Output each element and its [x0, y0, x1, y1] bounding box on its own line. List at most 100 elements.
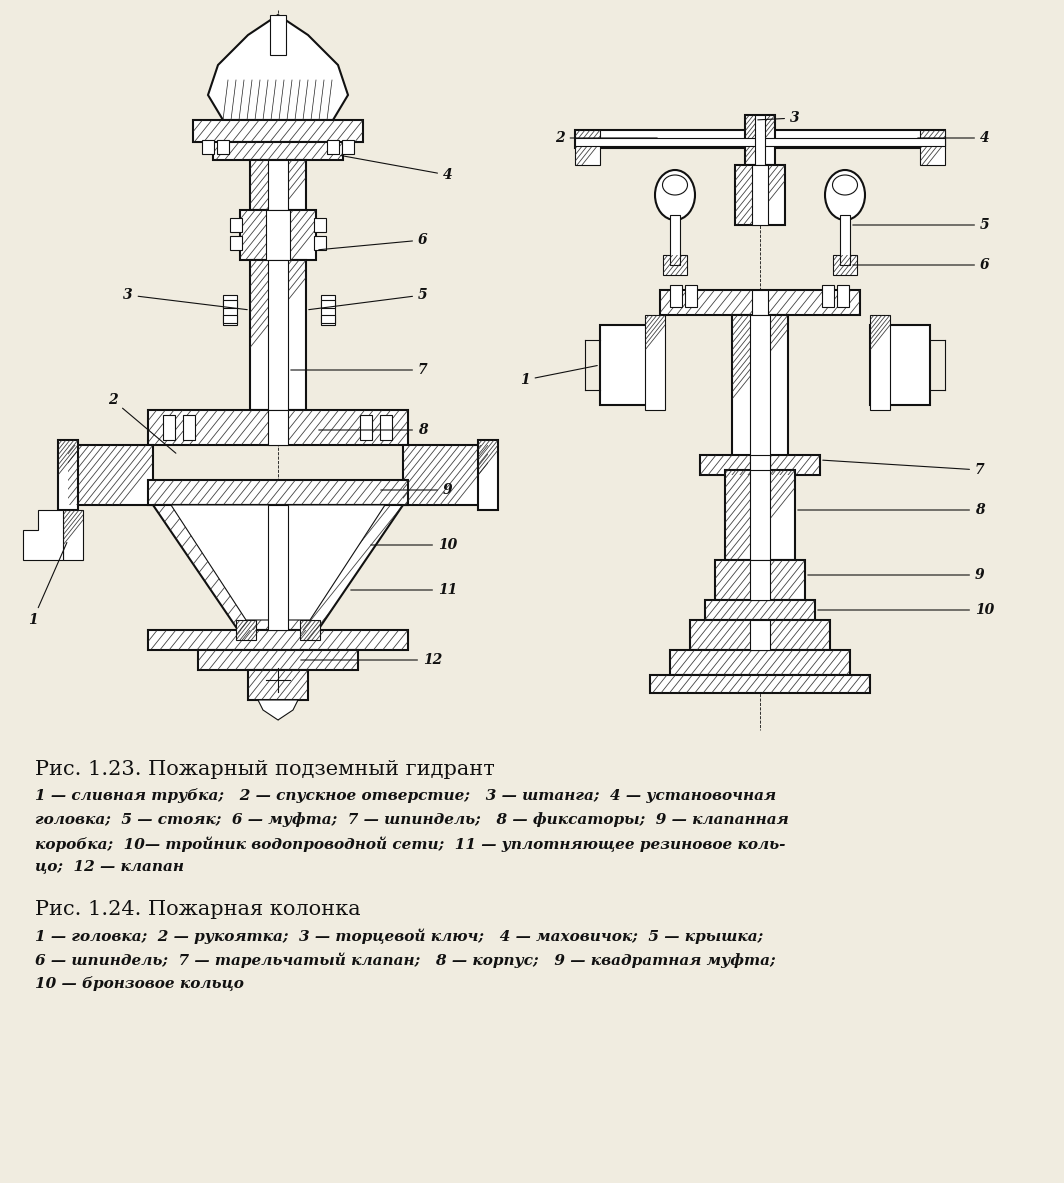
Text: 3: 3 — [758, 111, 800, 125]
Text: 10: 10 — [370, 538, 458, 552]
Bar — [833, 256, 857, 274]
Bar — [750, 470, 770, 560]
Bar — [725, 470, 795, 560]
Text: 8: 8 — [798, 503, 984, 517]
Ellipse shape — [832, 175, 858, 195]
Bar — [240, 211, 316, 260]
Bar — [321, 300, 335, 308]
Bar — [920, 130, 945, 164]
Bar — [163, 415, 174, 440]
Bar — [837, 285, 849, 308]
Text: Рис. 1.24. Пожарная колонка: Рис. 1.24. Пожарная колонка — [35, 900, 361, 919]
Bar — [148, 411, 408, 445]
Bar — [670, 649, 850, 675]
Bar — [314, 235, 326, 250]
Polygon shape — [207, 15, 348, 119]
Text: 10: 10 — [818, 603, 994, 618]
Bar — [248, 670, 307, 700]
Bar — [685, 285, 697, 308]
Text: 9: 9 — [381, 483, 452, 497]
Text: головка;  5 — стояк;  6 — муфта;  7 — шпиндель;   8 — фиксаторы;  9 — клапанная: головка; 5 — стояк; 6 — муфта; 7 — шпинд… — [35, 812, 788, 827]
Bar — [755, 115, 765, 164]
Bar — [268, 260, 288, 411]
Text: 8: 8 — [319, 424, 428, 437]
Bar — [745, 115, 775, 164]
Bar — [650, 675, 870, 693]
Bar — [750, 560, 770, 600]
Text: цо;  12 — клапан: цо; 12 — клапан — [35, 860, 184, 874]
Bar — [663, 256, 687, 274]
Text: 1 — головка;  2 — рукоятка;  3 — торцевой ключ;   4 — маховичок;  5 — крышка;: 1 — головка; 2 — рукоятка; 3 — торцевой … — [35, 927, 763, 944]
Bar — [202, 140, 214, 154]
Bar — [660, 290, 860, 315]
Bar — [752, 164, 768, 225]
Bar — [63, 510, 83, 560]
Ellipse shape — [825, 170, 865, 220]
Bar — [270, 15, 286, 54]
Bar — [380, 415, 392, 440]
Text: 4: 4 — [340, 155, 452, 182]
Bar — [223, 315, 237, 323]
Bar — [230, 218, 242, 232]
Text: 4: 4 — [918, 131, 990, 146]
Bar — [750, 315, 770, 470]
Text: 3: 3 — [123, 287, 247, 310]
Text: 7: 7 — [822, 460, 984, 477]
Text: 1: 1 — [28, 543, 67, 627]
Bar — [223, 300, 237, 308]
Bar — [670, 285, 682, 308]
Text: 12: 12 — [301, 653, 443, 667]
Bar — [342, 140, 354, 154]
Bar — [223, 295, 237, 325]
Bar — [822, 285, 834, 308]
Bar — [230, 235, 242, 250]
Text: 10 — бронзовое кольцо: 10 — бронзовое кольцо — [35, 976, 244, 991]
Bar — [750, 455, 770, 476]
Text: 2: 2 — [555, 131, 658, 146]
Bar — [213, 142, 343, 160]
Bar — [327, 140, 339, 154]
Bar — [839, 215, 850, 265]
Bar — [268, 505, 288, 631]
Bar — [198, 649, 358, 670]
Bar — [689, 620, 830, 649]
Bar — [68, 445, 153, 505]
Bar — [645, 315, 665, 411]
Bar — [236, 620, 256, 640]
Bar — [715, 560, 805, 600]
Bar — [148, 631, 408, 649]
Bar — [700, 455, 820, 476]
Polygon shape — [153, 505, 403, 631]
Bar — [266, 211, 290, 260]
Bar — [321, 315, 335, 323]
Bar — [183, 415, 195, 440]
Bar — [870, 315, 890, 411]
Polygon shape — [257, 700, 298, 720]
Bar — [148, 480, 408, 505]
Text: 7: 7 — [290, 363, 428, 377]
Bar — [705, 600, 815, 620]
Text: 6 — шпиндель;  7 — тарельчатый клапан;   8 — корпус;   9 — квадратная муфта;: 6 — шпиндель; 7 — тарельчатый клапан; 8 … — [35, 952, 776, 968]
Bar — [735, 164, 785, 225]
Bar — [59, 440, 78, 510]
Bar — [575, 138, 945, 146]
Bar — [478, 440, 498, 510]
Text: 2: 2 — [109, 393, 176, 453]
Bar — [750, 620, 770, 649]
Bar — [732, 315, 788, 470]
Bar — [403, 445, 488, 505]
Bar — [575, 130, 945, 148]
Bar — [268, 411, 288, 445]
Bar — [314, 218, 326, 232]
Text: 1: 1 — [520, 366, 597, 387]
Text: 1 — сливная трубка;   2 — спускное отверстие;   3 — штанга;  4 — установочная: 1 — сливная трубка; 2 — спускное отверст… — [35, 788, 776, 803]
Text: 5: 5 — [309, 287, 428, 310]
Bar — [870, 325, 930, 405]
Bar — [268, 160, 288, 211]
Text: Рис. 1.23. Пожарный подземный гидрант: Рис. 1.23. Пожарный подземный гидрант — [35, 759, 495, 778]
Bar — [300, 620, 320, 640]
Bar — [600, 325, 660, 405]
Polygon shape — [23, 510, 63, 560]
Ellipse shape — [663, 175, 687, 195]
Bar — [752, 290, 768, 315]
